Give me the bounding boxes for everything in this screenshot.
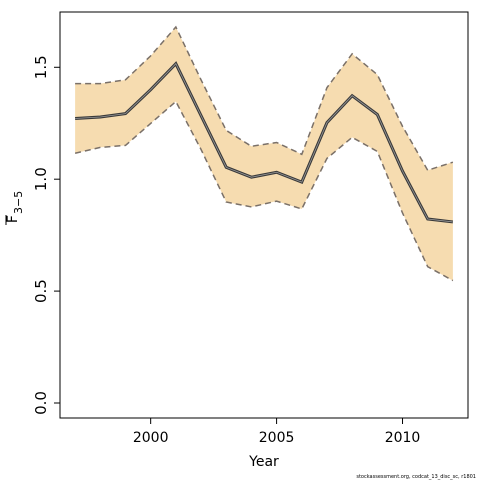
y-tick-label: 0.0: [32, 391, 50, 415]
x-axis-label: Year: [248, 454, 279, 470]
footnote: stockassessment.org, codcat_13_disc_sc, …: [356, 474, 476, 480]
y-tick-label: 0.5: [32, 279, 50, 303]
x-tick-label: 2010: [385, 430, 421, 446]
x-tick-label: 2005: [259, 430, 295, 446]
y-tick-label: 1.5: [32, 55, 50, 79]
y-axis-label: F: [5, 215, 21, 223]
x-tick-label: 2000: [133, 430, 169, 446]
y-tick-label-group: 0.0: [32, 391, 50, 415]
confidence-band: [75, 26, 453, 281]
plot-frame: [59, 11, 469, 419]
y-tick-label-group: 1.5: [32, 55, 50, 79]
y-tick-label: 1.0: [32, 167, 50, 191]
y-tick-label-group: 1.0: [32, 167, 50, 191]
y-tick-label-group: 0.5: [32, 279, 50, 303]
upper-bound-line: [75, 25, 454, 172]
y-axis-label-group: F 3−5: [5, 191, 25, 225]
y-axis-label-sub: 3−5: [12, 191, 25, 214]
estimate-line-inner: [75, 63, 453, 223]
